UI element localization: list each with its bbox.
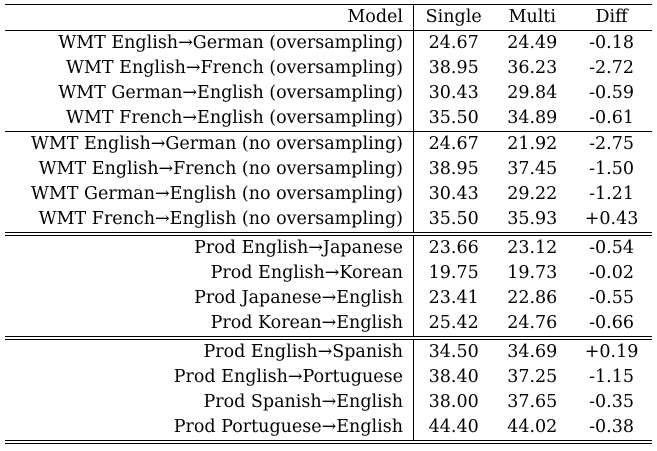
table-row: Prod Spanish→English 38.00 37.65 -0.35 bbox=[5, 390, 652, 415]
diff-cell: -0.61 bbox=[571, 106, 652, 132]
multi-cell: 24.49 bbox=[507, 32, 558, 53]
multi-cell: 22.86 bbox=[507, 287, 558, 308]
table-row: Prod English→Portuguese 38.40 37.25 -1.1… bbox=[5, 365, 652, 390]
model-cell: WMT English→French (oversampling) bbox=[5, 56, 414, 81]
table-row: Prod English→Korean 19.75 19.73 -0.02 bbox=[5, 261, 652, 286]
model-cell: WMT English→German (no oversampling) bbox=[5, 131, 414, 157]
model-cell: WMT German→English (no oversampling) bbox=[5, 182, 414, 207]
model-cell: Prod Japanese→English bbox=[5, 286, 414, 311]
diff-cell: -2.72 bbox=[589, 57, 634, 78]
multi-cell: 37.25 bbox=[507, 366, 558, 387]
table-row: WMT French→English (no oversampling) 35.… bbox=[5, 207, 652, 236]
model-cell: WMT French→English (no oversampling) bbox=[5, 207, 414, 236]
multi-cell: 23.12 bbox=[507, 237, 558, 258]
diff-cell: -0.66 bbox=[571, 311, 652, 340]
group-wmt-no-oversampling: WMT English→German (no oversampling) 24.… bbox=[5, 131, 652, 236]
diff-cell: +0.43 bbox=[571, 207, 652, 236]
multi-cell: 24.76 bbox=[493, 311, 572, 340]
table-row: Prod Japanese→English 23.41 22.86 -0.55 bbox=[5, 286, 652, 311]
multi-cell: 37.45 bbox=[507, 158, 558, 179]
table-row: WMT English→French (oversampling) 38.95 … bbox=[5, 56, 652, 81]
model-cell: Prod Spanish→English bbox=[5, 390, 414, 415]
diff-cell: -1.15 bbox=[589, 366, 634, 387]
diff-cell: -0.54 bbox=[589, 237, 634, 258]
model-cell: Prod Korean→English bbox=[5, 311, 414, 340]
diff-cell: -1.21 bbox=[589, 183, 634, 204]
multi-cell: 29.22 bbox=[507, 183, 558, 204]
multi-cell: 44.02 bbox=[493, 415, 572, 444]
table-row: WMT German→English (oversampling) 30.43 … bbox=[5, 81, 652, 106]
diff-cell: -0.59 bbox=[589, 82, 634, 103]
group-prod-asian: Prod English→Japanese 23.66 23.12 -0.54 … bbox=[5, 234, 652, 340]
single-cell: 25.42 bbox=[413, 311, 494, 340]
table-row: WMT English→German (no oversampling) 24.… bbox=[5, 131, 652, 157]
table-row: WMT German→English (no oversampling) 30.… bbox=[5, 182, 652, 207]
multi-cell: 34.69 bbox=[507, 341, 558, 362]
single-cell: 23.66 bbox=[428, 237, 479, 258]
model-cell: WMT English→French (no oversampling) bbox=[5, 157, 414, 182]
single-cell: 38.95 bbox=[428, 57, 479, 78]
multi-column-header: Multi bbox=[493, 4, 572, 31]
multi-cell: 21.92 bbox=[507, 133, 558, 154]
single-column-header: Single bbox=[413, 4, 494, 31]
single-cell: 38.95 bbox=[428, 158, 479, 179]
single-cell: 34.50 bbox=[428, 341, 479, 362]
single-cell: 24.67 bbox=[428, 133, 479, 154]
diff-cell: -0.02 bbox=[589, 262, 634, 283]
multi-cell: 29.84 bbox=[507, 82, 558, 103]
single-cell: 30.43 bbox=[428, 183, 479, 204]
results-table: Model Single Multi Diff WMT English→Germ… bbox=[5, 4, 652, 444]
model-column-header: Model bbox=[5, 4, 414, 31]
single-cell: 38.00 bbox=[428, 391, 479, 412]
group-wmt-oversampling: WMT English→German (oversampling) 24.67 … bbox=[5, 30, 652, 132]
multi-cell: 35.93 bbox=[493, 207, 572, 236]
single-cell: 19.75 bbox=[428, 262, 479, 283]
diff-column-header: Diff bbox=[571, 4, 652, 31]
diff-cell: -0.18 bbox=[589, 32, 634, 53]
single-cell: 44.40 bbox=[413, 415, 494, 444]
table-row: WMT English→French (no oversampling) 38.… bbox=[5, 157, 652, 182]
table-row: WMT French→English (oversampling) 35.50 … bbox=[5, 106, 652, 132]
single-cell: 35.50 bbox=[413, 207, 494, 236]
table-row: Prod Portuguese→English 44.40 44.02 -0.3… bbox=[5, 415, 652, 444]
multi-cell: 19.73 bbox=[507, 262, 558, 283]
single-cell: 30.43 bbox=[428, 82, 479, 103]
table-header: Model Single Multi Diff bbox=[5, 4, 652, 31]
multi-cell: 34.89 bbox=[493, 106, 572, 132]
model-cell: WMT French→English (oversampling) bbox=[5, 106, 414, 132]
header-row: Model Single Multi Diff bbox=[5, 4, 652, 31]
diff-cell: -0.35 bbox=[589, 391, 634, 412]
diff-cell: -0.55 bbox=[589, 287, 634, 308]
diff-cell: -2.75 bbox=[589, 133, 634, 154]
single-cell: 38.40 bbox=[428, 366, 479, 387]
diff-cell: +0.19 bbox=[584, 341, 639, 362]
multi-cell: 37.65 bbox=[507, 391, 558, 412]
table-row: Prod Korean→English 25.42 24.76 -0.66 bbox=[5, 311, 652, 340]
model-cell: WMT English→German (oversampling) bbox=[5, 30, 414, 56]
model-cell: Prod English→Korean bbox=[5, 261, 414, 286]
group-prod-iberian: Prod English→Spanish 34.50 34.69 +0.19 P… bbox=[5, 338, 652, 444]
model-cell: Prod English→Spanish bbox=[5, 338, 414, 365]
model-cell: WMT German→English (oversampling) bbox=[5, 81, 414, 106]
diff-cell: -1.50 bbox=[589, 158, 634, 179]
model-cell: Prod English→Japanese bbox=[5, 234, 414, 261]
diff-cell: -0.38 bbox=[571, 415, 652, 444]
table-row: Prod English→Japanese 23.66 23.12 -0.54 bbox=[5, 234, 652, 261]
table-row: WMT English→German (oversampling) 24.67 … bbox=[5, 30, 652, 56]
single-cell: 35.50 bbox=[413, 106, 494, 132]
single-cell: 23.41 bbox=[428, 287, 479, 308]
table-row: Prod English→Spanish 34.50 34.69 +0.19 bbox=[5, 338, 652, 365]
single-cell: 24.67 bbox=[428, 32, 479, 53]
multi-cell: 36.23 bbox=[507, 57, 558, 78]
model-cell: Prod English→Portuguese bbox=[5, 365, 414, 390]
model-cell: Prod Portuguese→English bbox=[5, 415, 414, 444]
